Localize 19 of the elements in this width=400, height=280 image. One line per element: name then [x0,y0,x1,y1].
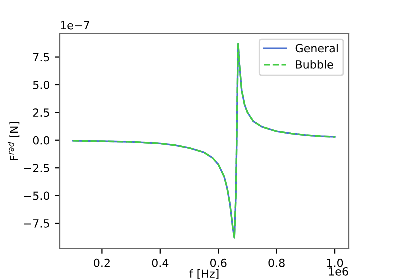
x-tick-label: 0.8 [268,258,285,268]
y-tick-label: 2.5 [33,108,50,118]
y-tick-label: −5.0 [24,192,50,200]
x-axis-title: f [Hz] [190,269,219,280]
y-tick-label: 7.5 [34,53,50,62]
y-tick-label: 5.0 [33,80,50,90]
text: 1e6 [329,267,348,276]
line-series [72,43,336,239]
legend-label: General [296,44,338,53]
x-tick-label: 0.2 [94,258,110,268]
text: 1e−7 [61,21,90,30]
y-tick-label: −7.5 [24,220,50,228]
y-tick-label: 0.0 [33,136,50,145]
x-tick-label: 0.6 [210,258,227,268]
y-axis-title: F$^{rad}$ [N] [8,122,20,161]
x-tick-label: 0.4 [152,258,169,268]
y-tick-label: −2.5 [24,164,50,172]
x-tick-label: 1.0 [327,258,344,268]
legend-label: Bubble [296,60,334,69]
